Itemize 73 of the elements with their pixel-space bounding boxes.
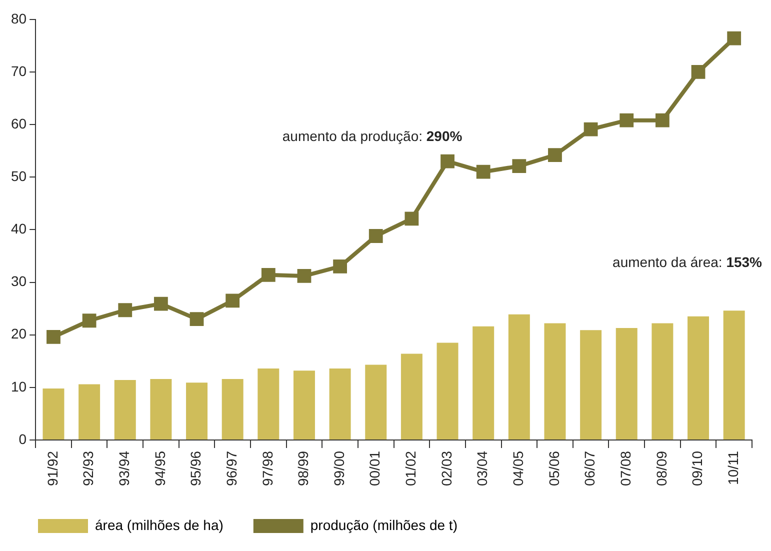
point: [368, 229, 383, 243]
point: [46, 330, 60, 344]
bar: [544, 323, 566, 440]
point: [727, 31, 742, 46]
point: [190, 312, 204, 326]
point: [297, 268, 312, 283]
x-tick-label: 99/00: [330, 450, 347, 486]
bar: [78, 384, 100, 440]
bar: [293, 370, 315, 440]
x-tick-label: 01/02: [402, 450, 419, 486]
legend-label: área (milhões de ha): [95, 516, 224, 533]
point: [476, 164, 490, 179]
point: [655, 113, 670, 128]
bar: [365, 364, 387, 440]
point: [584, 122, 598, 136]
y-tick-label: 50: [10, 168, 27, 184]
x-tick-label: 96/97: [223, 450, 240, 486]
bar: [329, 368, 351, 440]
x-tick-label: 94/95: [152, 450, 168, 486]
point: [82, 314, 96, 328]
annotation: aumento da produção: 290%: [282, 128, 463, 144]
x-tick-label: 97/98: [259, 450, 276, 486]
bar: [652, 323, 674, 440]
point: [620, 113, 634, 128]
point: [548, 148, 562, 162]
x-tick-label: 95/96: [188, 450, 204, 486]
bar: [688, 316, 710, 440]
x-tick-label: 05/06: [546, 450, 562, 486]
point: [512, 159, 526, 174]
bar: [114, 380, 136, 440]
bar: [508, 314, 530, 440]
annotation: aumento da área: 153%: [612, 254, 763, 270]
y-tick-label: 30: [10, 273, 27, 290]
point: [440, 154, 454, 168]
x-tick-label: 98/99: [295, 450, 312, 486]
y-tick-label: 60: [10, 115, 27, 132]
x-tick-label: 04/05: [510, 450, 526, 486]
point: [226, 294, 240, 308]
bar: [150, 378, 172, 440]
point: [118, 303, 132, 318]
x-tick-label: 03/04: [474, 450, 490, 486]
bar: [472, 326, 494, 440]
bar: [723, 310, 745, 440]
y-tick-label: 70: [10, 62, 27, 79]
x-tick-label: 00/01: [366, 450, 383, 486]
bar: [222, 378, 244, 440]
point: [333, 260, 348, 274]
bar: [616, 328, 638, 440]
x-tick-label: 09/10: [689, 450, 706, 486]
legend-label: produção (milhões de t): [310, 516, 458, 533]
y-tick-label: 80: [10, 10, 27, 26]
y-tick-label: 20: [10, 326, 27, 342]
x-tick-label: 91/92: [44, 450, 60, 486]
bar: [580, 330, 602, 440]
x-tick-label: 92/93: [80, 450, 96, 486]
point: [404, 212, 419, 226]
x-tick-label: 07/08: [617, 450, 634, 486]
point: [154, 296, 168, 311]
bar: [258, 368, 280, 440]
x-tick-label: 06/07: [582, 450, 598, 486]
y-tick-label: 10: [10, 378, 27, 394]
point: [691, 65, 706, 79]
x-tick-label: 08/09: [653, 450, 670, 486]
bar: [42, 388, 64, 440]
x-tick-label: 10/11: [724, 450, 741, 485]
bar: [436, 342, 458, 440]
bar: [186, 382, 208, 440]
y-tick-label: 0: [18, 430, 27, 447]
point: [261, 268, 276, 282]
y-tick-label: 40: [10, 220, 27, 237]
bar: [400, 354, 422, 440]
x-tick-label: 02/03: [438, 450, 454, 486]
x-tick-label: 93/94: [116, 450, 132, 486]
